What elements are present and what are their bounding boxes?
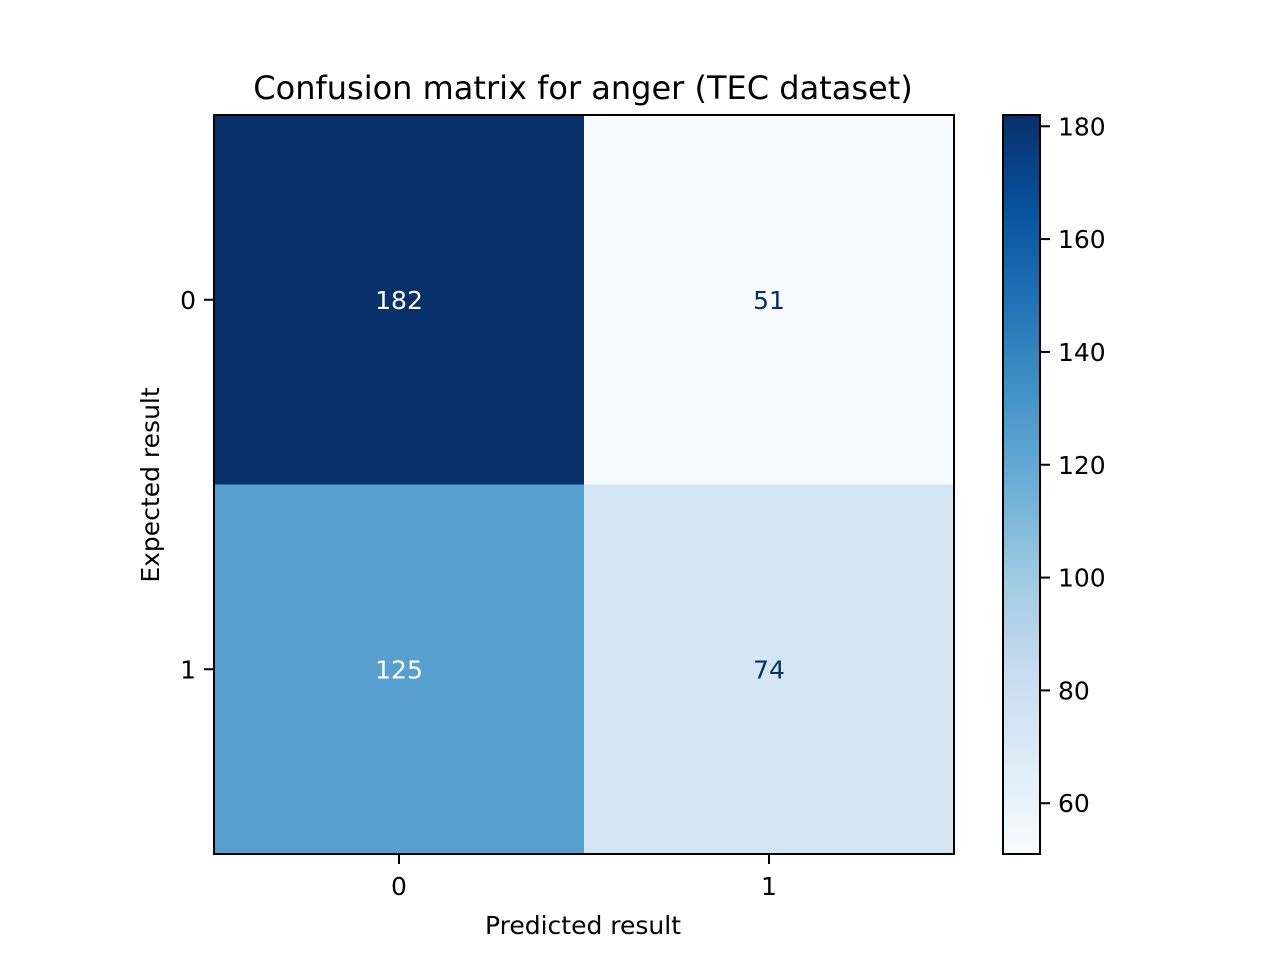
x-tick-label: 1 <box>761 872 777 901</box>
colorbar-tick-label: 160 <box>1058 225 1106 254</box>
y-tick-label: 0 <box>180 286 196 315</box>
colorbar-tick-label: 80 <box>1058 676 1090 705</box>
cell-value-label: 182 <box>375 286 423 315</box>
cell-value-label: 51 <box>753 286 785 315</box>
chart-title: Confusion matrix for anger (TEC dataset) <box>253 69 912 107</box>
colorbar-tick-label: 100 <box>1058 564 1106 593</box>
x-axis-label: Predicted result <box>485 911 681 940</box>
colorbar-tick-label: 140 <box>1058 338 1106 367</box>
x-tick-label: 0 <box>391 872 407 901</box>
cell-value-label: 125 <box>375 655 423 684</box>
plot-frame <box>213 114 955 855</box>
colorbar-tick-label: 180 <box>1058 112 1106 141</box>
y-axis-label: Expected result <box>136 387 165 583</box>
colorbar-tick-label: 120 <box>1058 451 1106 480</box>
matrix-cells: 182 51 125 74 <box>214 115 955 855</box>
colorbar <box>1002 114 1041 855</box>
matrix-cell <box>214 484 585 855</box>
colorbar-ticks: 60 80 100 120 140 160 180 <box>1040 112 1106 818</box>
matrix-cell <box>584 484 955 855</box>
y-axis-ticks: 01 <box>180 286 214 684</box>
colorbar-tick-label: 60 <box>1058 789 1090 818</box>
matrix-cell <box>584 115 955 485</box>
y-tick-label: 1 <box>180 655 196 684</box>
cell-value-label: 74 <box>753 655 785 684</box>
matrix-cell <box>214 115 585 485</box>
